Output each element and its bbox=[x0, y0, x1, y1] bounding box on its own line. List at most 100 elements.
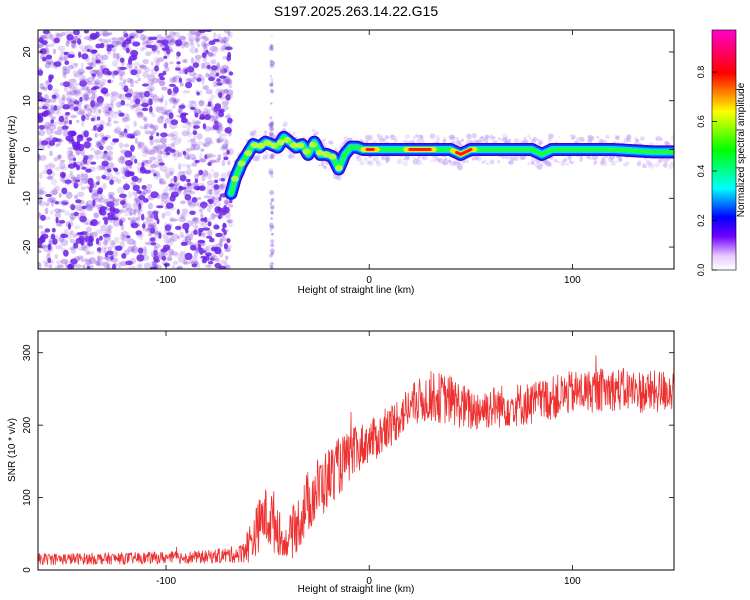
noise-speck bbox=[62, 180, 69, 184]
noise-speck bbox=[210, 212, 216, 220]
noise-speck bbox=[189, 30, 196, 36]
noise-speck bbox=[46, 253, 51, 261]
noise-speck bbox=[214, 213, 221, 217]
noise-speck bbox=[111, 200, 120, 207]
noise-speck bbox=[164, 44, 170, 51]
halo-speck bbox=[654, 162, 660, 168]
halo-speck bbox=[455, 162, 462, 168]
noise-speck bbox=[102, 183, 107, 190]
noise-speck bbox=[164, 224, 172, 231]
noise-speck bbox=[223, 88, 229, 94]
halo-speck bbox=[539, 141, 543, 145]
noise-speck bbox=[172, 77, 177, 83]
noise-speck bbox=[177, 109, 182, 113]
noise-speck bbox=[96, 178, 101, 184]
noise-speck bbox=[191, 256, 198, 264]
noise-speck bbox=[194, 159, 200, 163]
noise-speck bbox=[183, 41, 190, 48]
noise-speck bbox=[189, 106, 196, 110]
halo-speck bbox=[571, 136, 575, 140]
noise-speck bbox=[38, 197, 43, 205]
noise-speck bbox=[142, 35, 150, 44]
noise-speck bbox=[61, 201, 69, 205]
noise-speck bbox=[94, 108, 102, 116]
noise-speck bbox=[48, 140, 55, 146]
noise-speck bbox=[105, 228, 112, 236]
noise-speck bbox=[224, 46, 233, 51]
noise-speck bbox=[211, 116, 218, 120]
noise-speck bbox=[182, 90, 191, 94]
noise-speck bbox=[54, 185, 61, 191]
noise-speck bbox=[130, 246, 139, 254]
halo-speck bbox=[363, 157, 368, 162]
noise-speck bbox=[102, 233, 111, 238]
noise-speck bbox=[39, 83, 45, 90]
noise-speck bbox=[196, 91, 200, 96]
noise-speck bbox=[88, 235, 93, 243]
noise-speck bbox=[129, 35, 135, 39]
halo-speck bbox=[381, 156, 386, 161]
noise-speck bbox=[124, 96, 132, 100]
noise-speck bbox=[131, 176, 139, 182]
noise-speck bbox=[217, 154, 222, 161]
noise-speck bbox=[133, 209, 137, 216]
noise-speck bbox=[59, 159, 66, 163]
noise-speck bbox=[153, 243, 161, 249]
noise-speck bbox=[62, 117, 69, 124]
noise-speck bbox=[72, 157, 77, 161]
halo-speck bbox=[659, 137, 663, 141]
noise-speck bbox=[173, 183, 180, 190]
noise-speck bbox=[38, 188, 45, 196]
noise-speck bbox=[113, 168, 119, 173]
noise-speck bbox=[73, 30, 79, 34]
noise-speck bbox=[194, 54, 202, 60]
noise-speck bbox=[106, 71, 112, 76]
noise-speck bbox=[156, 149, 163, 155]
noise-speck bbox=[110, 114, 118, 119]
noise-speck bbox=[224, 201, 230, 206]
noise-speck bbox=[54, 265, 60, 269]
artifact-speck bbox=[269, 131, 274, 137]
noise-speck bbox=[38, 142, 42, 147]
halo-speck bbox=[625, 161, 630, 166]
halo-speck bbox=[404, 155, 410, 161]
noise-speck bbox=[124, 113, 130, 119]
halo-speck bbox=[313, 132, 316, 136]
noise-speck bbox=[127, 217, 131, 221]
noise-speck bbox=[78, 88, 83, 96]
noise-speck bbox=[141, 213, 145, 221]
noise-speck bbox=[182, 150, 187, 156]
noise-speck bbox=[111, 73, 116, 80]
noise-speck bbox=[130, 171, 134, 177]
halo-speck bbox=[461, 163, 464, 166]
noise-speck bbox=[209, 45, 218, 52]
noise-speck bbox=[151, 36, 158, 41]
noise-speck bbox=[203, 43, 208, 49]
noise-speck bbox=[176, 236, 180, 240]
noise-speck bbox=[53, 37, 60, 44]
noise-speck bbox=[107, 32, 113, 36]
noise-speck bbox=[151, 113, 156, 118]
halo-speck bbox=[282, 121, 288, 127]
noise-speck bbox=[85, 202, 89, 208]
ridge-blob bbox=[250, 142, 259, 149]
noise-speck bbox=[171, 135, 179, 140]
halo-speck bbox=[367, 134, 374, 141]
noise-speck bbox=[198, 206, 204, 211]
noise-speck bbox=[216, 61, 220, 70]
halo-speck bbox=[610, 160, 616, 166]
noise-speck bbox=[81, 258, 88, 263]
noise-speck bbox=[66, 149, 73, 157]
noise-speck bbox=[196, 37, 200, 43]
noise-speck bbox=[220, 186, 224, 192]
noise-speck bbox=[182, 163, 187, 167]
noise-speck bbox=[86, 137, 93, 142]
noise-speck bbox=[38, 181, 41, 187]
noise-speck bbox=[173, 150, 181, 158]
halo-speck bbox=[460, 138, 464, 142]
noise-speck bbox=[124, 93, 133, 98]
noise-speck bbox=[100, 78, 107, 84]
noise-speck bbox=[149, 227, 156, 234]
halo-speck bbox=[507, 160, 512, 164]
noise-speck bbox=[128, 266, 137, 269]
